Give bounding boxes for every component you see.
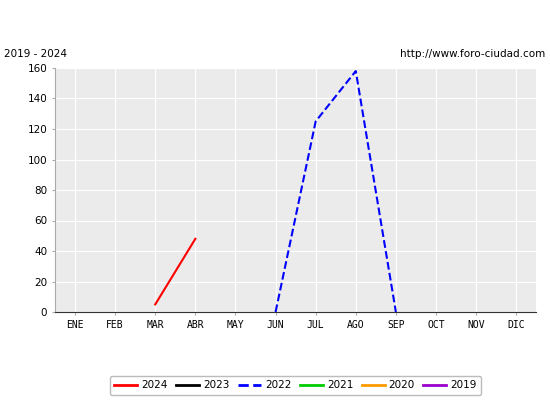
Text: 2019 - 2024: 2019 - 2024 bbox=[4, 49, 68, 59]
Text: http://www.foro-ciudad.com: http://www.foro-ciudad.com bbox=[400, 49, 546, 59]
Text: Evolucion Nº Turistas Nacionales en el municipio de Manjarrés: Evolucion Nº Turistas Nacionales en el m… bbox=[68, 14, 482, 28]
Legend: 2024, 2023, 2022, 2021, 2020, 2019: 2024, 2023, 2022, 2021, 2020, 2019 bbox=[111, 376, 481, 395]
